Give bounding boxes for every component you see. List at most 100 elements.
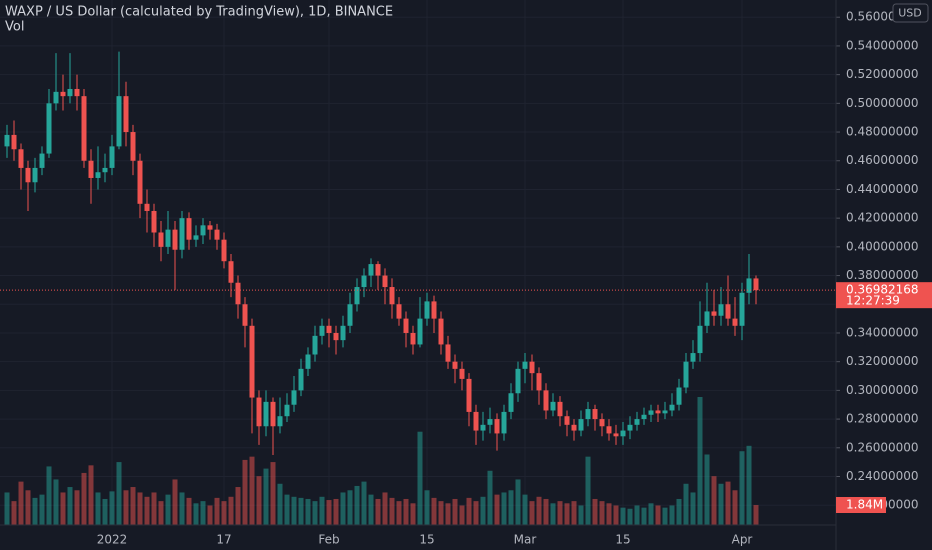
candle-body [445, 344, 451, 362]
volume-bar [375, 498, 381, 525]
candle-body [571, 424, 577, 431]
candle-body [354, 287, 360, 305]
y-tick-label: 0.30000000 [846, 383, 919, 397]
volume-bar [424, 490, 430, 525]
candle-body [11, 134, 17, 150]
volume-bar [417, 431, 423, 525]
candle-body [53, 91, 59, 104]
candle-body [95, 172, 101, 178]
volume-bar [466, 497, 472, 525]
candle-body [137, 160, 143, 204]
currency-box[interactable] [892, 3, 929, 23]
volume-bar [109, 491, 115, 525]
volume-bar [81, 472, 87, 525]
volume-bar [130, 487, 136, 525]
candle-body [634, 419, 640, 425]
candle-body [529, 361, 535, 374]
y-tick-label: 0.50000000 [846, 96, 919, 110]
candle-body [683, 361, 689, 388]
volume-bar [634, 505, 640, 525]
x-tick-label: 15 [419, 533, 434, 547]
y-tick-label: 0.48000000 [846, 125, 919, 139]
y-tick-label: 0.26000000 [846, 440, 919, 454]
currency[interactable]: USD [898, 7, 922, 20]
candle-body [648, 410, 654, 415]
volume-bar [550, 503, 556, 525]
volume-bar [522, 494, 528, 525]
volume-bar [74, 490, 80, 525]
x-tick-label: 17 [216, 533, 231, 547]
candle-body [690, 353, 696, 362]
volume-bar [536, 496, 542, 525]
volume-label: 1.84M [846, 498, 883, 512]
volume-bar [214, 497, 220, 525]
price-label-box [836, 282, 932, 309]
volume-bar [578, 505, 584, 525]
x-tick-label: Mar [514, 533, 537, 547]
y-tick-label: 0.24000000 [846, 469, 919, 483]
volume-bar [242, 459, 248, 525]
volume-bar [340, 492, 346, 525]
volume-bar [207, 505, 213, 525]
candle-body [277, 416, 283, 427]
price-label: 0.36982168 [846, 283, 919, 297]
volume-bar [669, 505, 675, 525]
volume-bar [382, 492, 388, 525]
volume-bar [249, 456, 255, 525]
candle-body [396, 304, 402, 319]
candle-body [585, 409, 591, 420]
volume-bar [347, 490, 353, 525]
volume-bar [39, 494, 45, 525]
candle-body [382, 275, 388, 288]
volume-bar [46, 466, 52, 525]
candle-body [151, 210, 157, 233]
volume-bar [725, 481, 731, 525]
volume-bar [606, 503, 612, 525]
candle-body [256, 397, 262, 427]
candle-body [522, 361, 528, 369]
volume-bar [473, 501, 479, 525]
candle-body [193, 235, 199, 240]
candle-body [732, 318, 738, 326]
candle-body [25, 167, 31, 183]
candle-body [326, 325, 332, 333]
y-tick-label: 0.52000000 [846, 67, 919, 81]
volume-bar [487, 470, 493, 525]
candle-body [200, 225, 206, 236]
volume-bar [501, 492, 507, 525]
candle-body [312, 335, 318, 355]
candle-body [592, 409, 598, 420]
candle-body [74, 88, 80, 97]
candle-body [452, 361, 458, 369]
volume-bar [95, 492, 101, 525]
candle-body [60, 91, 66, 97]
candle-body [417, 318, 423, 345]
candle-body [39, 153, 45, 168]
volume-bar [326, 500, 332, 525]
candle-body [438, 318, 444, 345]
volume-bar [676, 498, 682, 525]
candle-body [158, 232, 164, 247]
candle-body [333, 332, 339, 341]
x-tick-label: Feb [318, 533, 339, 547]
y-tick-label: 0.40000000 [846, 239, 919, 253]
volume-bar [123, 490, 129, 525]
candle-body [578, 419, 584, 431]
volume-bar [599, 501, 605, 525]
volume-bar [494, 494, 500, 525]
volume-bar [403, 498, 409, 525]
candle-body [368, 264, 374, 276]
volume-bar [116, 462, 122, 525]
volume-bar [704, 454, 710, 525]
candle-body [263, 401, 269, 427]
volume-bar [18, 481, 24, 525]
volume-bar [662, 507, 668, 525]
candle-body [669, 404, 675, 411]
candle-body [508, 393, 514, 412]
candle-body [361, 275, 367, 288]
volume-bar [613, 505, 619, 525]
y-tick-label: 0.34000000 [846, 325, 919, 339]
volume-bar [592, 498, 598, 525]
candle-body [172, 229, 178, 250]
